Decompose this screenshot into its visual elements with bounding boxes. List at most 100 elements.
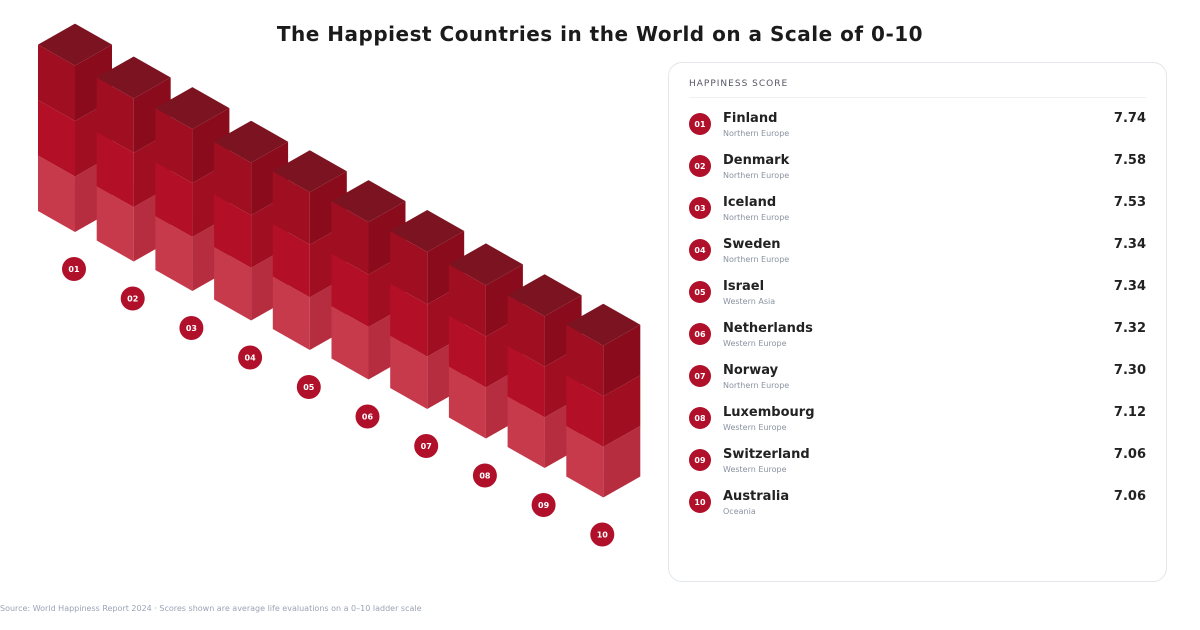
bar-rank-badge xyxy=(472,463,497,488)
bar-category-label: 05 xyxy=(303,383,315,392)
bar-rank-badge xyxy=(179,316,204,340)
score-value: 7.34 xyxy=(1113,237,1146,252)
rank-badge: 02 xyxy=(689,155,711,177)
bar-category-label: 06 xyxy=(362,413,374,422)
bar-left-face xyxy=(214,194,252,268)
bar-top-face xyxy=(96,56,171,99)
bar-right-face xyxy=(603,324,641,397)
bar-rank-badge xyxy=(120,286,145,311)
country-name: Sweden xyxy=(723,237,781,252)
rank-badge: 07 xyxy=(689,365,711,387)
bar-category-label: 01 xyxy=(68,265,80,274)
bar-top-face xyxy=(507,274,582,317)
bar-category-label: 09 xyxy=(538,501,550,510)
country-name: Switzerland xyxy=(723,447,810,462)
bar-left-face xyxy=(155,216,193,291)
bar-left-face xyxy=(38,44,75,122)
bar-rank-badge xyxy=(296,375,321,399)
bar-category-label: 04 xyxy=(245,354,257,363)
bar-top-face xyxy=(390,210,465,253)
country-name: Iceland xyxy=(723,195,777,210)
country-name: Norway xyxy=(723,363,779,378)
bar-left-face xyxy=(155,162,193,238)
country-region: Northern Europe xyxy=(723,129,790,138)
ranking-row: 07 Norway Northern Europe 7.30 xyxy=(689,356,1146,398)
bar-left-face xyxy=(331,306,369,380)
country-name: Finland xyxy=(723,111,778,126)
score-value: 7.74 xyxy=(1113,111,1146,126)
bar-top-face xyxy=(155,87,230,130)
bar-right-face xyxy=(603,375,641,447)
score-value: 7.34 xyxy=(1113,279,1146,294)
bar-left-face xyxy=(331,201,369,275)
bar-left-face xyxy=(566,425,604,498)
bar-category-label: 08 xyxy=(479,472,491,481)
country-region: Northern Europe xyxy=(723,255,790,264)
country-region: Western Europe xyxy=(723,339,787,348)
rank-badge: 04 xyxy=(689,239,711,261)
bar-left-face xyxy=(38,155,75,232)
country-region: Western Europe xyxy=(723,423,787,432)
card-header: HAPPINESS SCORE xyxy=(689,79,1146,98)
rank-badge: 03 xyxy=(689,197,711,219)
bar-left-face xyxy=(507,345,545,418)
ranking-row: 02 Denmark Northern Europe 7.58 xyxy=(689,146,1146,188)
ranking-row: 05 Israel Western Asia 7.34 xyxy=(689,272,1146,314)
page-title: The Happiest Countries in the World on a… xyxy=(276,22,924,46)
bar-left-face xyxy=(448,264,486,337)
bar-left-face xyxy=(331,253,369,328)
score-value: 7.58 xyxy=(1113,153,1146,168)
ranking-row: 01 Finland Northern Europe 7.74 xyxy=(689,104,1146,146)
bar-left-face xyxy=(272,276,310,350)
bar-left-face xyxy=(96,77,134,153)
country-name: Denmark xyxy=(723,153,790,168)
rank-badge: 09 xyxy=(689,449,711,471)
bar-left-face xyxy=(214,141,252,216)
rank-badge: 01 xyxy=(689,113,711,135)
bar-left-face xyxy=(390,335,428,409)
bar-rank-badge xyxy=(531,493,556,517)
bar-category-label: 02 xyxy=(127,295,138,304)
bar-left-face xyxy=(96,186,134,262)
score-value: 7.12 xyxy=(1113,405,1146,420)
rank-badge: 06 xyxy=(689,323,711,345)
bar-left-face xyxy=(448,366,486,439)
ranking-row: 06 Netherlands Western Europe 7.32 xyxy=(689,314,1146,356)
country-region: Northern Europe xyxy=(723,171,790,180)
bar-category-label: 07 xyxy=(421,442,432,451)
bar-left-face xyxy=(390,283,428,357)
ranking-row: 08 Luxembourg Western Europe 7.12 xyxy=(689,398,1146,440)
bar-left-face xyxy=(214,246,252,321)
bar-top-face xyxy=(272,150,347,193)
bar-top-face xyxy=(566,303,641,346)
country-region: Northern Europe xyxy=(723,213,790,222)
bar-category-label: 10 xyxy=(597,531,609,540)
bar-right-face xyxy=(603,425,641,498)
score-value: 7.53 xyxy=(1113,195,1146,210)
bar-rank-badge xyxy=(238,345,263,370)
ranking-row: 03 Iceland Northern Europe 7.53 xyxy=(689,188,1146,230)
bar-top-face xyxy=(214,120,289,163)
bar-rank-badge xyxy=(414,434,439,458)
bar-top-face xyxy=(38,23,112,66)
bar-rank-badge xyxy=(590,522,615,547)
isometric-bar-chart: 01 02 03 04 05 06 07 08 09 10 xyxy=(38,23,641,547)
bar-rank-badge xyxy=(62,257,86,281)
bar-left-face xyxy=(155,108,193,184)
bar-rank-badge xyxy=(355,404,380,429)
score-value: 7.32 xyxy=(1113,321,1146,336)
ranking-row: 04 Sweden Northern Europe 7.34 xyxy=(689,230,1146,272)
score-value: 7.06 xyxy=(1113,489,1146,504)
bar-left-face xyxy=(507,295,545,367)
ranking-row: 09 Switzerland Western Europe 7.06 xyxy=(689,440,1146,482)
score-value: 7.30 xyxy=(1113,363,1146,378)
ranking-card: HAPPINESS SCORE 01 Finland Northern Europe… xyxy=(668,62,1167,582)
bar-top-face xyxy=(331,180,406,223)
country-name: Israel xyxy=(723,279,765,294)
bar-left-face xyxy=(96,131,134,208)
bar-left-face xyxy=(566,375,604,447)
bar-left-face xyxy=(507,396,545,468)
country-region: Northern Europe xyxy=(723,381,790,390)
ranking-list: 01 Finland Northern Europe 7.74 02 Denmark Nor… xyxy=(689,104,1146,524)
ranking-row: 10 Australia Oceania 7.06 xyxy=(689,482,1146,524)
